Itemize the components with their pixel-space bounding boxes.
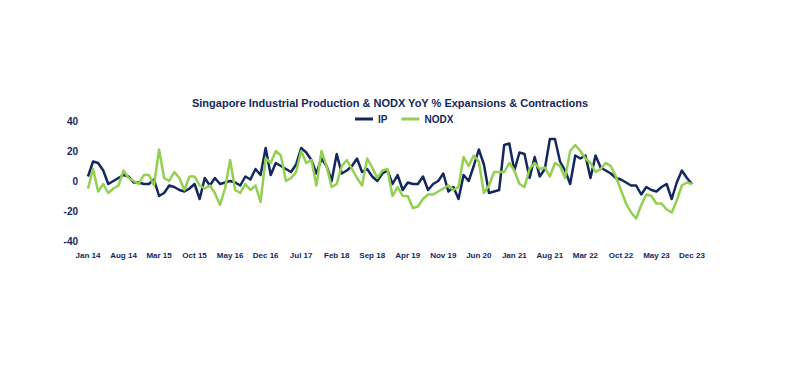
x-tick-label: May 16	[217, 251, 244, 260]
x-tick-label: Jan 14	[76, 251, 101, 260]
x-tick-label: Oct 22	[609, 251, 634, 260]
x-tick-label: Mar 22	[573, 251, 599, 260]
line-series	[88, 145, 692, 219]
x-tick-label: Sep 18	[359, 251, 385, 260]
x-tick-label: Jan 21	[502, 251, 527, 260]
y-tick-label: -40	[64, 236, 79, 247]
x-tick-label: May 23	[643, 251, 670, 260]
x-tick-label: Apr 19	[395, 251, 420, 260]
x-tick-label: Dec 23	[679, 251, 705, 260]
legend-swatch	[401, 118, 419, 121]
y-tick-label: 0	[72, 176, 78, 187]
legend-swatch	[355, 118, 373, 121]
x-tick-label: Nov 19	[430, 251, 457, 260]
x-tick-label: Aug 14	[110, 251, 137, 260]
x-tick-label: Mar 15	[146, 251, 172, 260]
y-tick-label: 20	[67, 146, 79, 157]
x-tick-label: Jun 20	[466, 251, 492, 260]
x-tick-label: Feb 18	[324, 251, 350, 260]
x-tick-label: Jul 17	[290, 251, 313, 260]
x-tick-label: Oct 15	[182, 251, 207, 260]
title: Singapore Industrial Production & NODX Y…	[192, 97, 588, 109]
y-tick-label: -20	[64, 206, 79, 217]
legend-label: NODX	[424, 114, 453, 125]
x-tick-label: Dec 16	[253, 251, 279, 260]
y-tick-label: 40	[67, 116, 79, 127]
plot-area	[88, 139, 692, 219]
legend-label: IP	[378, 114, 388, 125]
chart: Singapore Industrial Production & NODX Y…	[0, 0, 800, 387]
x-tick-label: Aug 21	[537, 251, 564, 260]
